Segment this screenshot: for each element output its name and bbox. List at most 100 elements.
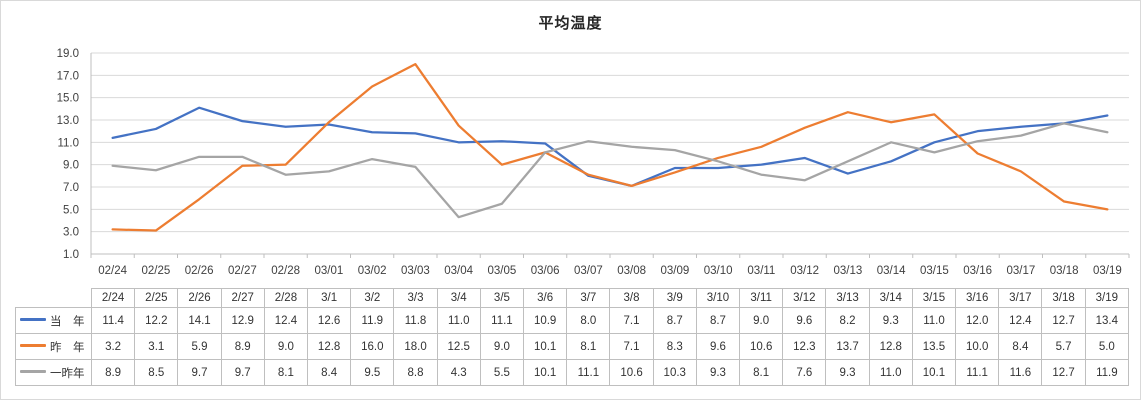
table-value-cell: 12.8 [868, 333, 913, 360]
table-value-cell: 10.1 [523, 359, 568, 386]
table-value-cell: 9.7 [177, 359, 222, 386]
table-value-cell: 8.4 [307, 359, 352, 386]
x-axis-tick-label: 03/17 [1006, 265, 1035, 277]
x-axis-tick-label: 03/01 [314, 265, 343, 277]
table-column-header: 3/17 [998, 288, 1043, 308]
legend-line-swatch [20, 370, 46, 373]
y-axis-tick-label: 1.0 [63, 249, 79, 261]
table-value-cell: 5.7 [1041, 333, 1086, 360]
table-value-cell: 12.6 [307, 307, 352, 334]
table-value-cell: 3.1 [134, 333, 179, 360]
y-axis-tick-label: 19.0 [57, 48, 79, 60]
table-column-header: 3/3 [393, 288, 438, 308]
x-axis-tick-label: 03/18 [1050, 265, 1079, 277]
y-axis-tick-label: 3.0 [63, 227, 79, 239]
table-value-cell: 10.6 [609, 359, 654, 386]
table-value-cell: 9.3 [825, 359, 870, 386]
table-column-header: 2/25 [134, 288, 179, 308]
table-value-cell: 11.1 [566, 359, 611, 386]
table-value-cell: 8.7 [652, 307, 697, 334]
table-value-cell: 8.1 [263, 359, 309, 386]
table-value-cell: 12.3 [782, 333, 827, 360]
table-value-cell: 12.2 [134, 307, 179, 334]
table-value-cell: 12.8 [307, 333, 352, 360]
table-value-cell: 13.4 [1084, 307, 1130, 334]
x-axis-tick-label: 03/11 [747, 265, 775, 277]
x-axis-tick-label: 02/26 [185, 265, 214, 277]
table-series-row-2: 一昨年 8.9 8.5 9.7 9.7 8.1 8.4 9.5 8.8 4.3 5.5 10.1 11.… [15, 359, 1130, 386]
table-value-cell: 10.9 [523, 307, 568, 334]
y-axis-tick-label: 11.0 [57, 137, 79, 149]
table-column-header: 2/24 [90, 288, 136, 308]
table-value-cell: 8.7 [695, 307, 741, 334]
x-axis-tick-label: 02/24 [98, 265, 127, 277]
table-column-header: 3/5 [479, 288, 525, 308]
table-value-cell: 11.1 [479, 307, 525, 334]
legend-line-swatch [20, 344, 46, 347]
series-label: 当 年 [50, 315, 85, 328]
y-axis-tick-label: 15.0 [57, 93, 79, 105]
table-column-header: 3/11 [739, 288, 784, 308]
x-axis-tick-label: 03/19 [1093, 265, 1122, 277]
table-value-cell: 8.2 [825, 307, 870, 334]
table-value-cell: 11.1 [955, 359, 1000, 386]
x-axis-tick-label: 02/28 [271, 265, 300, 277]
table-value-cell: 11.4 [90, 307, 136, 334]
table-value-cell: 7.1 [609, 307, 654, 334]
table-value-cell: 18.0 [393, 333, 438, 360]
series-legend-cell: 昨 年 [15, 333, 92, 360]
table-column-header: 3/16 [955, 288, 1000, 308]
table-column-header: 3/4 [436, 288, 481, 308]
table-value-cell: 13.5 [911, 333, 957, 360]
table-value-cell: 10.6 [739, 333, 784, 360]
table-column-header: 3/2 [350, 288, 395, 308]
series-legend-cell: 一昨年 [15, 359, 92, 386]
series-label: 昨 年 [50, 341, 85, 354]
table-column-header: 3/1 [307, 288, 352, 308]
y-axis-tick-label: 17.0 [57, 70, 79, 82]
table-value-cell: 9.0 [263, 333, 309, 360]
y-axis-tick-label: 9.0 [63, 160, 79, 172]
table-value-cell: 11.9 [350, 307, 395, 334]
table-value-cell: 3.2 [90, 333, 136, 360]
table-value-cell: 8.9 [90, 359, 136, 386]
table-value-cell: 10.1 [523, 333, 568, 360]
x-axis-tick-label: 03/09 [660, 265, 689, 277]
table-value-cell: 11.0 [868, 359, 913, 386]
table-column-header: 2/28 [263, 288, 309, 308]
table-value-cell: 12.7 [1041, 307, 1086, 334]
x-axis-tick-label: 02/25 [141, 265, 170, 277]
table-value-cell: 11.0 [436, 307, 481, 334]
table-value-cell: 9.5 [350, 359, 395, 386]
table-value-cell: 12.0 [955, 307, 1000, 334]
y-axis-tick-label: 5.0 [63, 204, 79, 216]
table-corner-cell [16, 289, 92, 308]
table-value-cell: 8.4 [998, 333, 1043, 360]
table-column-header: 3/18 [1041, 288, 1086, 308]
table-column-header: 3/13 [825, 288, 870, 308]
table-value-cell: 10.0 [955, 333, 1000, 360]
x-axis-tick-label: 03/06 [531, 265, 560, 277]
series-legend-cell: 当 年 [15, 307, 92, 334]
table-value-cell: 13.7 [825, 333, 870, 360]
table-value-cell: 11.6 [998, 359, 1043, 386]
table-value-cell: 5.5 [479, 359, 525, 386]
table-value-cell: 9.0 [739, 307, 784, 334]
table-value-cell: 7.1 [609, 333, 654, 360]
table-value-cell: 9.3 [695, 359, 741, 386]
x-axis-tick-label: 03/07 [574, 265, 603, 277]
y-axis-tick-label: 7.0 [63, 182, 79, 194]
table-column-header: 2/26 [177, 288, 222, 308]
table-value-cell: 11.8 [393, 307, 438, 334]
table-value-cell: 8.1 [566, 333, 611, 360]
x-axis-tick-label: 03/08 [617, 265, 646, 277]
table-value-cell: 12.4 [263, 307, 309, 334]
table-value-cell: 12.7 [1041, 359, 1086, 386]
table-column-header: 3/19 [1084, 288, 1130, 308]
table-value-cell: 4.3 [436, 359, 481, 386]
table-value-cell: 8.0 [566, 307, 611, 334]
series-line-2 [111, 122, 1109, 219]
table-column-header: 3/10 [695, 288, 741, 308]
x-axis-tick-label: 03/16 [963, 265, 992, 277]
